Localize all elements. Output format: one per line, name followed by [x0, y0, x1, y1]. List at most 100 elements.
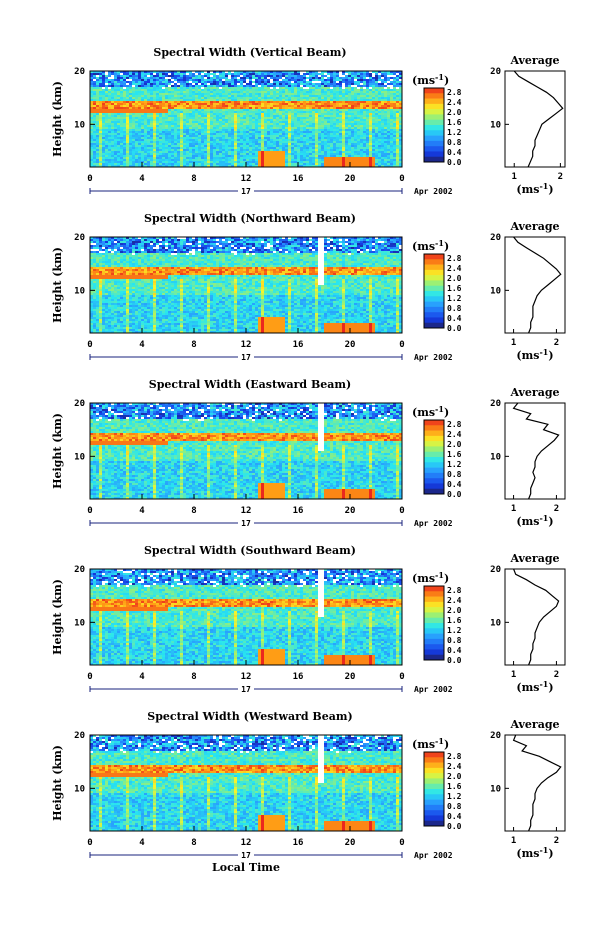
- x-tick-label: 12: [241, 838, 252, 848]
- colorbar-bin: [424, 451, 444, 458]
- x-tick-label: 20: [345, 340, 356, 350]
- colorbar-tick-label: 0.4: [447, 812, 462, 821]
- colorbar-tick-label: 2.0: [447, 606, 462, 615]
- x-tick-label: 4: [139, 838, 145, 848]
- profile-x-tick-label: 1: [511, 338, 516, 348]
- x-tick-label: 12: [241, 506, 252, 516]
- y-tick-label: 20: [74, 731, 85, 741]
- date-label: Apr 2002: [414, 187, 453, 196]
- y-axis-title: Height (km): [51, 413, 64, 489]
- profile-x-tick-label: 1: [511, 670, 516, 680]
- x-tick-label: 16: [293, 340, 304, 350]
- profile-x-title: (ms-1): [516, 181, 553, 196]
- x-tick-label: 8: [191, 506, 196, 516]
- colorbar-bin: [424, 156, 444, 163]
- colorbar-tick-label: 2.8: [447, 420, 462, 429]
- heatmap-field: [90, 403, 403, 500]
- profile-x-title: (ms-1): [516, 845, 553, 860]
- colorbar-bin: [424, 462, 444, 468]
- colorbar-tick-label: 1.6: [447, 616, 462, 625]
- colorbar-bin: [424, 130, 444, 136]
- date-label: Apr 2002: [414, 353, 453, 362]
- colorbar-bin: [424, 628, 444, 634]
- colorbar-unit: (ms-1): [412, 72, 449, 87]
- colorbar-bin: [424, 135, 444, 142]
- day-label: 17: [241, 685, 251, 694]
- colorbar-bin: [424, 306, 444, 313]
- colorbar-frame: [423, 253, 445, 329]
- colorbar-bin: [424, 435, 444, 442]
- colorbar-bin: [424, 799, 444, 806]
- colorbar-bin: [424, 752, 444, 758]
- colorbar-bin: [424, 612, 444, 619]
- colorbar-bin: [424, 789, 444, 795]
- colorbar-bin: [424, 467, 444, 474]
- panel-eastward: Spectral Width (Eastward Beam)1020Height…: [51, 378, 566, 528]
- colorbar-bin: [424, 280, 444, 287]
- colorbar-tick-label: 1.6: [447, 782, 462, 791]
- profile-line: [512, 402, 560, 500]
- colorbar-bin: [424, 654, 444, 661]
- colorbar-bin: [424, 607, 444, 613]
- profile-y-tick-label: 20: [490, 233, 501, 243]
- colorbar-frame: [423, 751, 445, 827]
- date-label: Apr 2002: [414, 685, 453, 694]
- colorbar-bin: [424, 638, 444, 645]
- x-tick-label: 16: [293, 174, 304, 184]
- profile-frame: [504, 402, 566, 500]
- colorbar-tick-label: 0.4: [447, 314, 462, 323]
- colorbar-tick-label: 1.2: [447, 128, 462, 137]
- profile-line: [512, 734, 562, 832]
- colorbar-bin: [424, 478, 444, 484]
- colorbar-unit: (ms-1): [412, 736, 449, 751]
- y-axis-title: Height (km): [51, 745, 64, 821]
- profile-x-tick-label: 1: [511, 836, 516, 846]
- profile-x-tick-label: 2: [554, 504, 559, 514]
- colorbar-bin: [424, 259, 444, 265]
- profile-x-tick-label: 2: [554, 670, 559, 680]
- colorbar-tick-label: 0.8: [447, 304, 462, 313]
- colorbar-bin: [424, 457, 444, 463]
- colorbar-bin: [424, 151, 444, 158]
- heatmap-field: [90, 569, 403, 666]
- x-tick-label: 8: [191, 672, 196, 682]
- x-tick-label: 4: [139, 174, 145, 184]
- colorbar-unit: (ms-1): [412, 238, 449, 253]
- colorbar-tick-label: 1.6: [447, 284, 462, 293]
- day-label: 17: [241, 353, 251, 362]
- colorbar-bin: [424, 757, 444, 763]
- x-tick-label: 0: [399, 838, 404, 848]
- colorbar-bin: [424, 446, 444, 453]
- y-tick-label: 10: [74, 618, 85, 628]
- x-tick-label: 12: [241, 174, 252, 184]
- colorbar-bin: [424, 146, 444, 152]
- colorbar-tick-label: 2.8: [447, 586, 462, 595]
- profile-frame: [504, 236, 566, 334]
- profile-title: Average: [509, 718, 559, 731]
- colorbar-tick-label: 0.4: [447, 480, 462, 489]
- colorbar-tick-label: 0.8: [447, 138, 462, 147]
- panel-title: Spectral Width (Southward Beam): [144, 544, 356, 557]
- heatmap-field: [90, 735, 403, 832]
- colorbar-bin: [424, 644, 444, 650]
- colorbar-tick-label: 1.6: [447, 450, 462, 459]
- profile-frame: [504, 734, 566, 832]
- colorbar-bin: [424, 617, 444, 624]
- colorbar-bin: [424, 125, 444, 131]
- colorbar-bin: [424, 601, 444, 608]
- profile-y-tick-label: 20: [490, 67, 501, 77]
- day-label: 17: [241, 519, 251, 528]
- x-tick-label: 16: [293, 838, 304, 848]
- colorbar-tick-label: 0.0: [447, 324, 462, 333]
- y-axis-title: Height (km): [51, 247, 64, 323]
- colorbar-tick-label: 2.8: [447, 752, 462, 761]
- colorbar-tick-label: 0.0: [447, 490, 462, 499]
- colorbar-bin: [424, 420, 444, 426]
- day-label: 17: [241, 851, 251, 860]
- colorbar-bin: [424, 773, 444, 779]
- colorbar-tick-label: 0.0: [447, 158, 462, 167]
- y-tick-label: 20: [74, 233, 85, 243]
- colorbar-bin: [424, 291, 444, 297]
- x-tick-label: 0: [87, 340, 92, 350]
